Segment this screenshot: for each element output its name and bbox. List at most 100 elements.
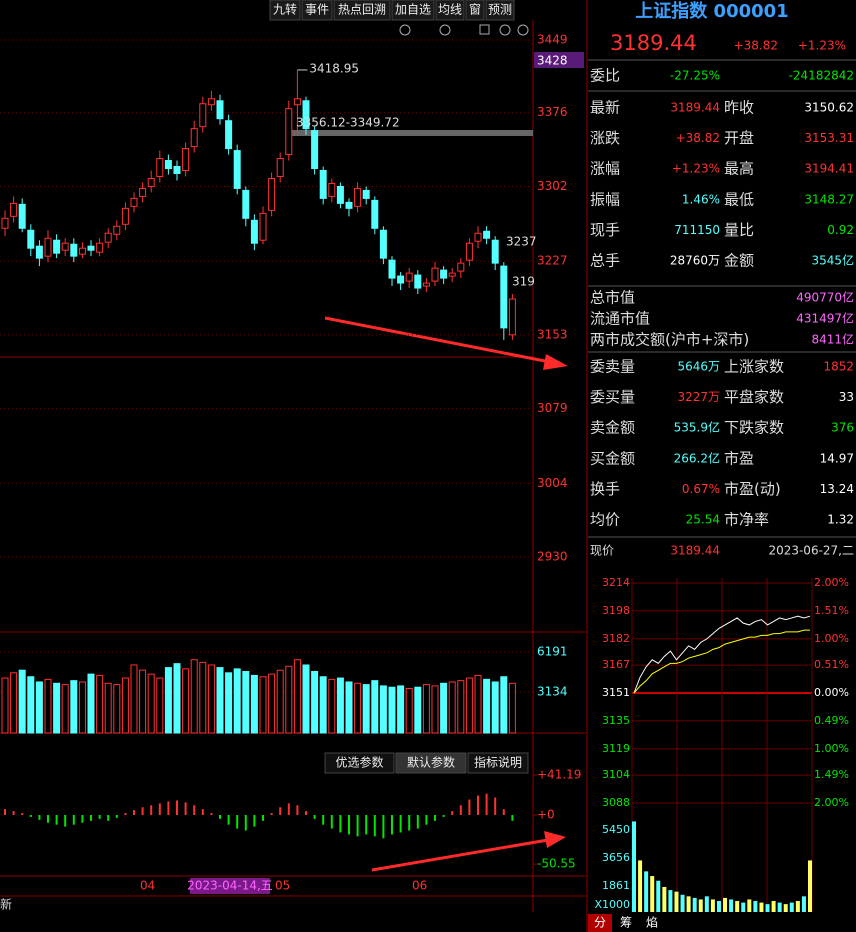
label: 市净率 [724,511,769,529]
price-label: 319 [512,275,535,289]
toolbar-button[interactable] [435,0,465,21]
value: 13.24 [820,482,854,496]
volume-bar [182,668,190,734]
indicator-button[interactable] [467,752,529,774]
y-tick-label: 6191 [537,645,568,659]
toolbar-button[interactable] [391,0,435,21]
toolbar-button[interactable] [301,0,333,21]
candle-body [388,259,396,279]
value: 3227万 [677,390,720,404]
candle-body [130,197,138,207]
icon[interactable] [479,24,490,35]
volume-bar [405,688,413,734]
candle-body [216,100,224,120]
indicator-button[interactable] [324,752,395,774]
volume-bar [457,680,465,734]
toolbar-label[interactable]: 加自选 [395,3,431,17]
volume-bar [1,677,9,734]
candle-body [27,229,35,249]
toolbar-label[interactable]: 九转 [273,2,297,17]
icon[interactable] [439,24,451,36]
value: 490770亿 [796,290,854,305]
toolbar-label[interactable]: 预测 [488,3,512,17]
value: 3153.31 [804,131,854,145]
candle-body [474,232,482,242]
candle-body [182,148,190,171]
intraday-volume [741,902,746,912]
y-tick-label: 3119 [602,742,630,755]
y-tick-label: 3214 [602,576,630,589]
quote-change: +38.82 [734,39,778,53]
toolbar-button[interactable] [485,0,515,21]
unit-label: X1000 [594,898,630,911]
intraday-volume [753,901,758,912]
volume-bar [319,676,327,734]
volume-bar [465,677,473,734]
y-tick-label: 3134 [537,685,568,699]
candle-body [190,128,198,148]
pct-label: 2.00% [814,576,849,589]
toolbar-button[interactable] [269,0,301,21]
tab[interactable]: 焰 [646,915,658,930]
tab[interactable]: 筹 [620,916,632,930]
volume-bar [371,680,379,734]
toolbar-button[interactable] [465,0,485,21]
date-label: 06 [412,879,427,893]
volume-bar [285,665,293,734]
indicator-label[interactable]: 默认参数 [407,755,455,770]
y-tick-label: 3449 [537,33,568,47]
candle-body [113,225,121,235]
pct-label: 2.00% [814,796,849,809]
toolbar-label[interactable]: 窗 [469,3,481,17]
indicator-label[interactable]: 优选参数 [335,755,383,770]
icon[interactable] [499,24,511,36]
intraday-volume [735,901,740,912]
intraday-volume [765,904,770,912]
volume-bar [44,678,52,734]
toolbar-label[interactable]: 事件 [305,3,329,17]
icon[interactable] [517,24,529,36]
indicator-button[interactable] [395,752,467,774]
y-tick-label: -50.55 [537,857,576,871]
label: 上涨家数 [724,358,784,376]
label: 昨收 [724,99,754,117]
toolbar-label[interactable]: 均线 [438,3,462,17]
label: 委比 [590,67,620,85]
value: 28760万 [670,254,720,268]
label: 振幅 [590,190,620,208]
value: 376 [831,421,854,435]
y-tick-label: 3088 [602,796,630,809]
y-tick-label: 3153 [537,327,568,341]
icon[interactable] [399,24,411,36]
candle-body [259,212,267,241]
candle-body [483,230,491,239]
volume-bar [35,681,43,734]
label: 均价 [590,511,620,529]
volume-bar [440,682,448,734]
annotation-arrow [371,838,549,872]
intraday-volume [795,901,800,912]
volume-bar [491,681,499,734]
candle-body [164,160,172,170]
candle-body [207,98,215,106]
candle-body [121,207,129,225]
cursor-price: 3428 [537,53,568,67]
value: 431497亿 [796,311,854,326]
candle-body [440,269,448,279]
intraday-volume [716,901,721,912]
toolbar-button[interactable] [333,0,391,21]
volume-bar [431,685,439,734]
tab[interactable]: 分 [594,916,606,930]
label: 现手 [590,221,620,239]
candle-body [225,120,233,150]
toolbar-label[interactable]: 热点回溯 [338,2,386,17]
indicator-label[interactable]: 指标说明 [474,755,522,770]
value: 711150 [674,223,720,237]
candle-body [35,245,43,259]
candle-body [345,201,353,209]
volume-bar [61,684,69,734]
value: 3148.27 [804,192,854,206]
label: 委卖量 [590,358,635,376]
value: 1.46% [682,192,720,206]
